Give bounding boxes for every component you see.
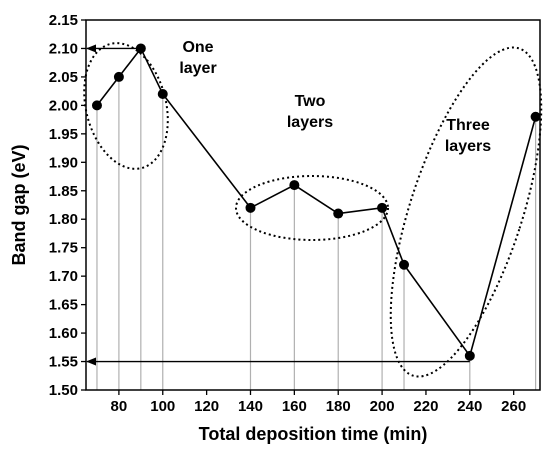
x-tick-label: 260 (501, 398, 526, 415)
y-tick-label: 1.60 (49, 325, 78, 342)
y-tick-label: 2.00 (49, 97, 78, 114)
y-axis-ticks: 1.50 1.55 1.60 1.65 1.70 1.75 1.80 1.85 1.90 1.95… (49, 12, 86, 399)
cluster-ellipses (83, 42, 543, 378)
x-tick-label: 80 (111, 398, 128, 415)
data-point (530, 111, 541, 122)
data-point (377, 202, 388, 213)
data-point (135, 43, 146, 54)
y-tick-label: 1.50 (49, 382, 78, 399)
y-tick-label: 1.85 (49, 183, 78, 200)
data-point (113, 71, 124, 82)
cluster-ellipse (235, 175, 389, 241)
y-tick-label: 1.70 (49, 268, 78, 285)
annotation-label: Two layers (287, 93, 333, 131)
y-axis-title: Band gap (eV) (9, 144, 29, 265)
data-point (399, 259, 410, 270)
data-point (289, 180, 300, 191)
x-tick-label: 120 (194, 398, 219, 415)
y-tick-label: 1.90 (49, 154, 78, 171)
x-tick-label: 240 (457, 398, 482, 415)
y-tick-label: 2.15 (49, 12, 78, 29)
data-point (157, 89, 168, 99)
y-tick-label: 1.80 (49, 211, 78, 228)
annotations: One layer Two layers Three layers (179, 39, 491, 155)
plot-frame (85, 19, 541, 391)
cluster-ellipse (83, 42, 169, 170)
annotation-label: One layer (179, 39, 216, 77)
data-point (245, 202, 256, 213)
annotation-label: Three layers (445, 117, 491, 155)
x-tick-label: 140 (238, 398, 263, 415)
data-point (91, 100, 102, 111)
data-point (333, 208, 344, 219)
x-axis-title: Total deposition time (min) (199, 424, 428, 444)
cluster-ellipse (389, 46, 543, 378)
x-tick-label: 160 (282, 398, 307, 415)
x-tick-label: 100 (150, 398, 175, 415)
y-tick-label: 1.75 (49, 240, 78, 257)
y-tick-label: 1.65 (49, 297, 78, 314)
x-axis-ticks: 80 100 120 140 160 180 200 220 240 260 (111, 390, 526, 415)
reference-arrows (86, 44, 470, 366)
y-tick-label: 1.55 (49, 354, 78, 371)
y-tick-label: 1.95 (49, 126, 78, 143)
points-layer (91, 43, 541, 361)
drop-lines (96, 48, 537, 390)
y-tick-label: 2.10 (49, 40, 78, 57)
x-tick-label: 180 (326, 398, 351, 415)
x-tick-label: 220 (413, 398, 438, 415)
data-point (464, 350, 475, 361)
y-tick-label: 2.05 (49, 69, 78, 86)
x-tick-label: 200 (370, 398, 395, 415)
